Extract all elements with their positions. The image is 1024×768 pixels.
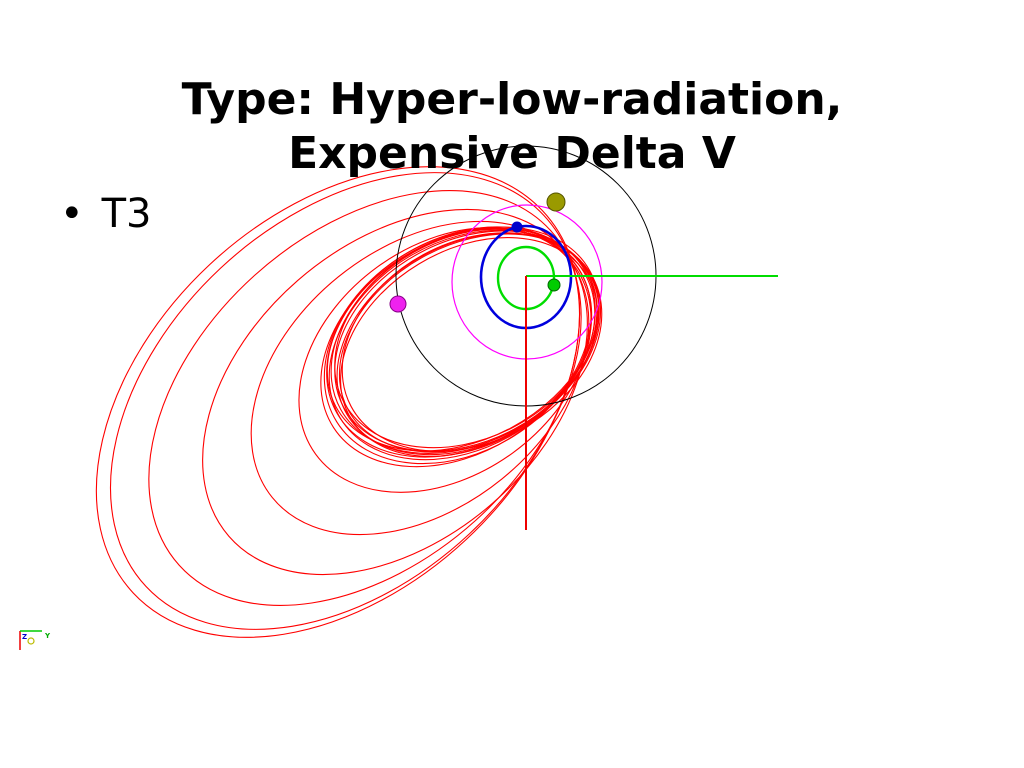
trajectory-loop	[202, 208, 588, 576]
trajectory-loop	[328, 229, 596, 461]
bullet-item: T3	[60, 188, 152, 240]
bullet-list: T3	[60, 188, 152, 240]
trajectory-loop	[336, 232, 600, 456]
trajectory-loop	[148, 190, 582, 606]
trajectory-loops	[95, 166, 603, 638]
trajectory-loop	[298, 227, 592, 493]
axis-triad-z-label: Z	[22, 633, 27, 641]
blue-moon	[511, 221, 523, 233]
trajectory-loop	[320, 228, 592, 468]
slide-title: Type: Hyper-low-radiation, Expensive Del…	[0, 73, 1024, 181]
magenta-moon	[389, 295, 407, 313]
slide-title-line-2: Expensive Delta V	[288, 128, 736, 180]
trajectory-loop	[95, 166, 581, 638]
trajectory-loop	[250, 220, 590, 536]
trajectory-loop	[109, 172, 581, 630]
axis-triad-origin-icon	[27, 637, 35, 645]
planet-body	[546, 192, 566, 212]
axis-triad-y-label: Y	[44, 632, 51, 640]
green-moon	[547, 278, 561, 292]
axis-triad: Z Y	[19, 630, 51, 650]
slide-title-line-1: Type: Hyper-low-radiation,	[181, 74, 843, 126]
